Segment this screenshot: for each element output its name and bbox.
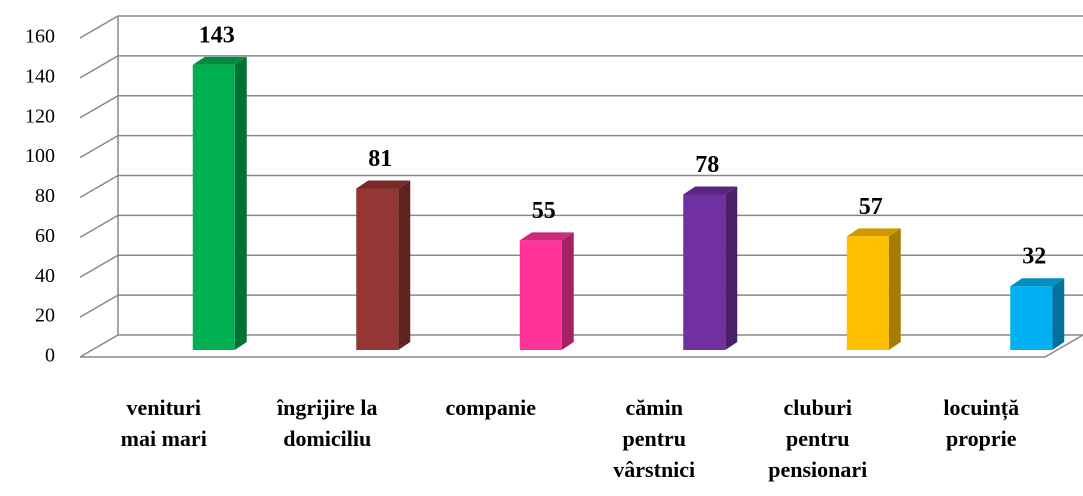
grid-line — [79, 334, 1083, 358]
y-tick-label: 160 — [25, 26, 55, 48]
bar-top — [192, 56, 247, 65]
grid-line — [79, 174, 1083, 199]
bar-top — [519, 232, 574, 241]
grid-line — [79, 294, 1083, 318]
bar-top — [846, 228, 901, 237]
bar-side — [888, 228, 901, 350]
bar — [356, 188, 399, 350]
bar-side — [725, 186, 738, 350]
x-tick-label: companie — [445, 395, 536, 420]
x-tick-label: cămin pentru vârstnici — [613, 395, 696, 482]
bar-top — [1010, 278, 1065, 287]
y-tick-label: 120 — [25, 105, 55, 127]
grid-line — [79, 214, 1083, 239]
bar-top — [683, 186, 738, 195]
y-tick-label: 80 — [35, 185, 55, 207]
grid-line — [79, 134, 1083, 159]
value-label: 32 — [1022, 244, 1046, 270]
bar-side — [234, 56, 247, 351]
x-tick-label: cluburi pentru pensionari — [768, 395, 868, 482]
bar — [683, 194, 726, 350]
y-tick-label: 60 — [35, 225, 55, 247]
bar-top — [356, 180, 411, 189]
grid-line — [79, 95, 1083, 119]
x-tick-label: venituri mai mari — [120, 395, 207, 451]
value-label: 143 — [199, 22, 235, 48]
x-tick-label: locuință proprie — [943, 395, 1020, 451]
bar-side — [561, 232, 574, 350]
grid-line — [79, 15, 1083, 39]
bar — [1010, 286, 1053, 350]
bar — [192, 64, 235, 351]
y-tick-label: 0 — [45, 345, 55, 367]
x-tick-label: îngrijire la domiciliu — [277, 395, 378, 451]
y-tick-label: 20 — [35, 305, 55, 327]
value-label: 57 — [859, 194, 883, 220]
value-label: 78 — [695, 152, 719, 178]
y-tick-label: 40 — [35, 265, 55, 287]
value-label: 55 — [532, 198, 556, 224]
floor — [80, 334, 1083, 358]
grid-line — [79, 55, 1083, 79]
bar — [846, 236, 889, 350]
bar-side — [398, 180, 411, 350]
y-tick-label: 100 — [25, 145, 55, 167]
value-label: 81 — [368, 146, 392, 172]
bar-side — [1052, 278, 1065, 350]
y-tick-label: 140 — [25, 65, 55, 87]
grid-line — [79, 254, 1083, 278]
bar — [519, 240, 562, 350]
